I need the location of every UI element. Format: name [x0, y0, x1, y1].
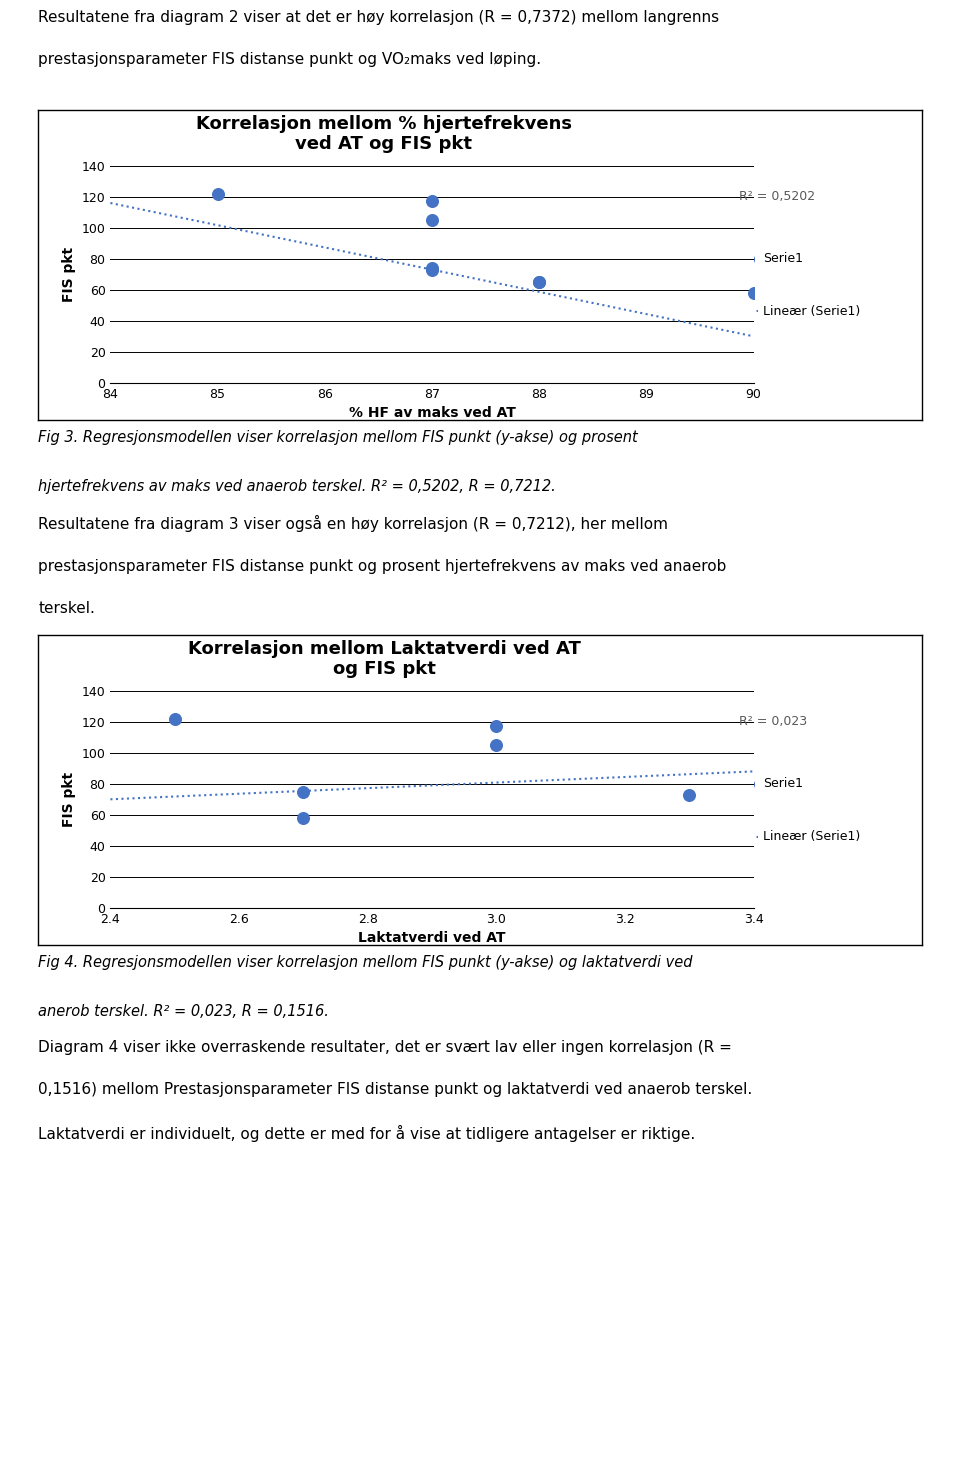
- Point: [424, 257, 440, 280]
- Text: Fig 3. Regresjonsmodellen viser korrelasjon mellom FIS punkt (y-akse) og prosent: Fig 3. Regresjonsmodellen viser korrelas…: [38, 430, 638, 494]
- Point: [489, 733, 504, 757]
- Text: R² = 0,5202: R² = 0,5202: [739, 191, 815, 203]
- Point: [167, 707, 182, 730]
- X-axis label: Laktatverdi ved AT: Laktatverdi ved AT: [358, 932, 506, 945]
- Point: [741, 248, 756, 271]
- Point: [296, 780, 311, 803]
- Point: [424, 190, 440, 213]
- Text: Fig 4. Regresjonsmodellen viser korrelasjon mellom FIS punkt (y-akse) og laktatv: Fig 4. Regresjonsmodellen viser korrelas…: [38, 955, 693, 1019]
- Point: [296, 806, 311, 830]
- Point: [682, 783, 697, 806]
- X-axis label: % HF av maks ved AT: % HF av maks ved AT: [348, 407, 516, 420]
- Text: Korrelasjon mellom % hjertefrekvens
ved AT og FIS pkt: Korrelasjon mellom % hjertefrekvens ved …: [196, 115, 572, 153]
- Point: [810, 800, 826, 824]
- Text: Resultatene fra diagram 2 viser at det er høy korrelasjon (R = 0,7372) mellom la: Resultatene fra diagram 2 viser at det e…: [38, 10, 720, 67]
- Text: Diagram 4 viser ikke overraskende resultater, det er svært lav eller ingen korre: Diagram 4 viser ikke overraskende result…: [38, 1040, 753, 1142]
- Text: Resultatene fra diagram 3 viser også en høy korrelasjon (R = 0,7212), her mellom: Resultatene fra diagram 3 viser også en …: [38, 515, 727, 617]
- Y-axis label: FIS pkt: FIS pkt: [62, 246, 76, 302]
- Point: [424, 258, 440, 281]
- Point: [424, 208, 440, 232]
- Y-axis label: FIS pkt: FIS pkt: [62, 771, 76, 827]
- Point: [532, 270, 547, 293]
- Text: Lineær (Serie1): Lineær (Serie1): [763, 830, 860, 843]
- Point: [210, 182, 226, 206]
- Text: Lineær (Serie1): Lineær (Serie1): [763, 305, 860, 318]
- Text: Serie1: Serie1: [763, 252, 804, 265]
- Text: R² = 0,023: R² = 0,023: [739, 716, 807, 729]
- Point: [489, 714, 504, 738]
- Point: [746, 281, 761, 305]
- Text: Serie1: Serie1: [763, 777, 804, 790]
- Point: [532, 270, 547, 293]
- Text: Korrelasjon mellom Laktatverdi ved AT
og FIS pkt: Korrelasjon mellom Laktatverdi ved AT og…: [187, 640, 581, 678]
- Point: [741, 773, 756, 796]
